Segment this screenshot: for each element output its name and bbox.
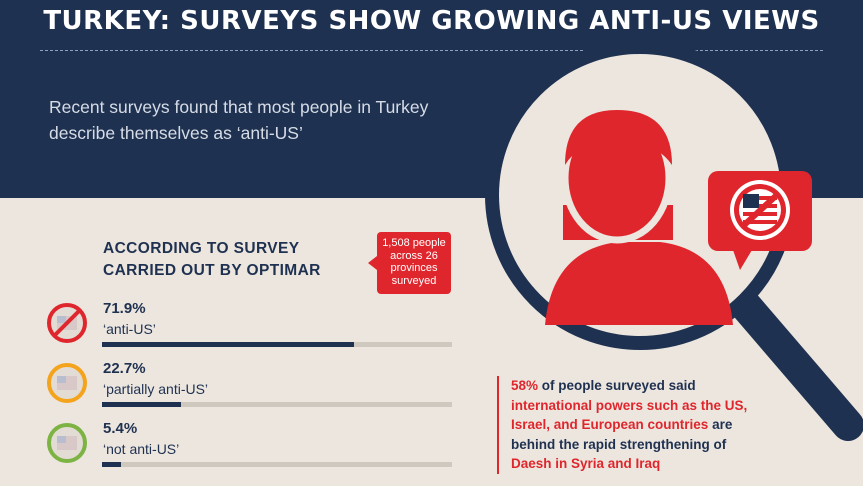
person-icon — [545, 110, 733, 325]
us-flag-ok-icon — [47, 423, 87, 463]
intro-text: Recent surveys found that most people in… — [49, 94, 469, 146]
sample-size-bubble: 1,508 people across 26 provinces surveye… — [368, 232, 451, 294]
bubble-line-2: across 26 — [390, 249, 438, 262]
result-bar-fill — [102, 402, 182, 407]
result-label: ‘anti-US’ — [103, 321, 156, 337]
result-label: ‘not anti-US’ — [103, 441, 180, 457]
stat-line-3-main: Israel, and European countries — [511, 417, 709, 432]
stat-percent: 58% — [511, 378, 539, 393]
bubble-line-4: surveyed — [391, 274, 437, 287]
stat-line-3-rest: are — [708, 417, 733, 432]
result-row-anti-us: 71.9% ‘anti-US’ — [40, 300, 460, 358]
us-flag-banned-icon — [47, 303, 87, 343]
stat-line-1-rest: of people surveyed said — [538, 378, 696, 393]
bubble-line-3: provinces — [390, 262, 438, 274]
result-bar-fill — [102, 342, 354, 347]
page-title: TURKEY: SURVEYS SHOW GROWING ANTI-US VIE… — [43, 6, 820, 36]
result-bar-fill — [102, 462, 121, 467]
survey-heading: ACCORDING TO SURVEY CARRIED OUT BY OPTIM… — [103, 238, 353, 282]
intro-line-1: Recent surveys found that most people in… — [49, 97, 429, 117]
stat-line-3: Israel, and European countries are — [511, 415, 811, 435]
result-percent: 71.9% — [103, 300, 146, 317]
us-flag-partial-icon — [47, 363, 87, 403]
result-percent: 5.4% — [103, 420, 138, 437]
speech-bubble-icon — [708, 171, 812, 270]
survey-heading-line-1: ACCORDING TO SURVEY — [103, 240, 300, 257]
intro-line-2: describe themselves as ‘anti-US’ — [49, 123, 303, 143]
daesh-statistic: 58% of people surveyed said internationa… — [497, 376, 811, 474]
result-row-not-anti-us: 5.4% ‘not anti-US’ — [40, 420, 460, 478]
result-row-partially-anti-us: 22.7% ‘partially anti-US’ — [40, 360, 460, 418]
result-bar-track — [102, 462, 452, 467]
survey-heading-line-2: CARRIED OUT BY OPTIMAR — [103, 262, 321, 279]
title-divider — [40, 50, 823, 51]
stat-line-5: Daesh in Syria and Iraq — [511, 456, 661, 471]
stat-line-4: behind the rapid strengthening of — [511, 436, 727, 452]
result-bar-track — [102, 402, 452, 407]
stat-line-1: 58% of people surveyed said — [511, 376, 811, 396]
result-percent: 22.7% — [103, 360, 146, 377]
result-label: ‘partially anti-US’ — [103, 381, 209, 397]
stat-line-2: international powers such as the US, — [511, 397, 748, 413]
result-bar-track — [102, 342, 452, 347]
bubble-line-1: 1,508 people — [382, 237, 446, 249]
